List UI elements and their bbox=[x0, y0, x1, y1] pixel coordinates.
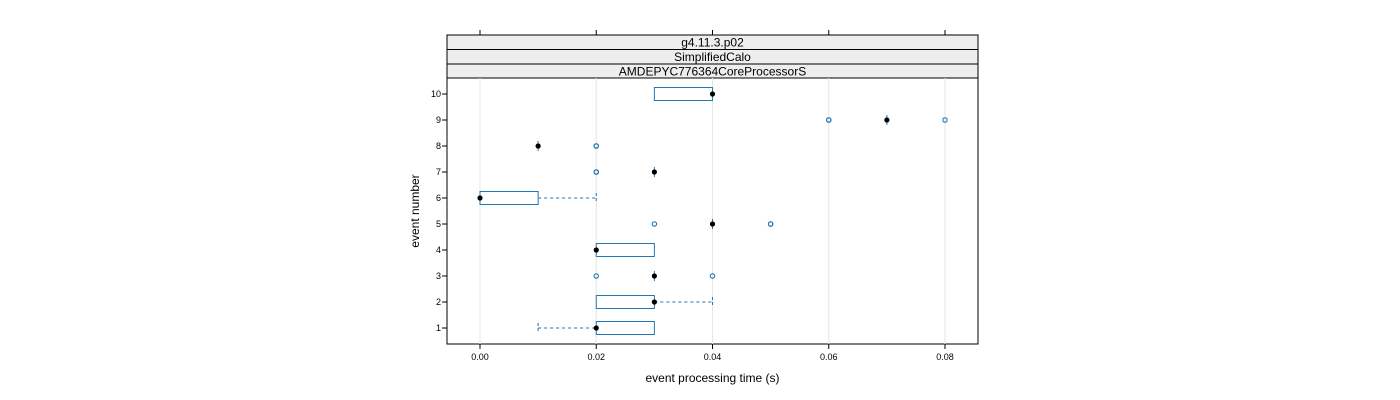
y-tick-label-5: 5 bbox=[436, 219, 441, 229]
median-dot-3 bbox=[651, 273, 657, 279]
outlier-5-0 bbox=[651, 221, 658, 227]
box-event-3 bbox=[593, 271, 716, 281]
box-6 bbox=[479, 191, 539, 205]
box-marks bbox=[477, 87, 948, 335]
y-tick-label-4: 4 bbox=[436, 245, 441, 255]
y-tick-label-8: 8 bbox=[436, 141, 441, 151]
strip-label-3: AMDEPYC776364CoreProcessorS bbox=[619, 65, 806, 79]
box-event-5 bbox=[651, 219, 774, 229]
outlier-8-1 bbox=[593, 143, 599, 149]
median-dot-2 bbox=[651, 299, 657, 305]
median-dot-4 bbox=[593, 247, 599, 253]
y-tick-label-3: 3 bbox=[436, 271, 441, 281]
box-10 bbox=[653, 87, 713, 101]
strip-2: SimplifiedCalo bbox=[446, 49, 979, 65]
median-dot-6 bbox=[477, 195, 483, 201]
axis-ticks: 0.00 0.02 0.04 0.06 0.08 1 2 3 4 5 6 7 8 9 10 bbox=[431, 30, 954, 362]
outlier-5-2 bbox=[767, 221, 774, 227]
y-tick-label-9: 9 bbox=[436, 115, 441, 125]
x-tick-label-0: 0.00 bbox=[471, 352, 489, 362]
box-1 bbox=[595, 321, 655, 335]
box-event-7 bbox=[593, 167, 657, 177]
y-tick-label-6: 6 bbox=[436, 193, 441, 203]
median-dot-1 bbox=[593, 325, 599, 331]
outlier-3-0 bbox=[593, 273, 599, 279]
strip-label-2: SimplifiedCalo bbox=[674, 50, 751, 64]
median-dot-10 bbox=[709, 91, 716, 97]
x-tick-label-2: 0.04 bbox=[704, 352, 722, 362]
x-tick-label-1: 0.02 bbox=[587, 352, 605, 362]
y-tick-label-7: 7 bbox=[436, 167, 441, 177]
box-event-8 bbox=[535, 141, 599, 151]
median-dot-5 bbox=[709, 221, 716, 227]
x-tick-label-4: 0.08 bbox=[936, 352, 954, 362]
strip-3: AMDEPYC776364CoreProcessorS bbox=[446, 63, 979, 79]
box-4 bbox=[595, 243, 655, 257]
box-event-2 bbox=[595, 295, 713, 309]
y-tick-label-10: 10 bbox=[431, 89, 441, 99]
box-event-4 bbox=[593, 243, 655, 257]
box-event-1 bbox=[537, 321, 655, 335]
box-event-9 bbox=[825, 115, 948, 125]
outlier-9-2 bbox=[942, 117, 948, 123]
box-event-10 bbox=[653, 87, 716, 101]
outlier-7-1 bbox=[593, 169, 599, 175]
strip-1: g4.11.3.p02 bbox=[446, 34, 979, 50]
y-axis-label: event number bbox=[408, 174, 422, 247]
box-event-6 bbox=[477, 191, 597, 205]
median-dot-8 bbox=[535, 143, 541, 149]
box-2 bbox=[595, 295, 655, 309]
outlier-9-1 bbox=[825, 117, 832, 123]
x-tick-label-3: 0.06 bbox=[820, 352, 838, 362]
median-dot-7 bbox=[651, 169, 657, 175]
y-tick-label-2: 2 bbox=[436, 297, 441, 307]
strip-label-1: g4.11.3.p02 bbox=[681, 36, 744, 50]
y-tick-label-1: 1 bbox=[436, 323, 441, 333]
x-axis-label: event processing time (s) bbox=[645, 371, 779, 385]
median-dot-9 bbox=[884, 117, 890, 123]
outlier-3-1 bbox=[709, 273, 716, 279]
